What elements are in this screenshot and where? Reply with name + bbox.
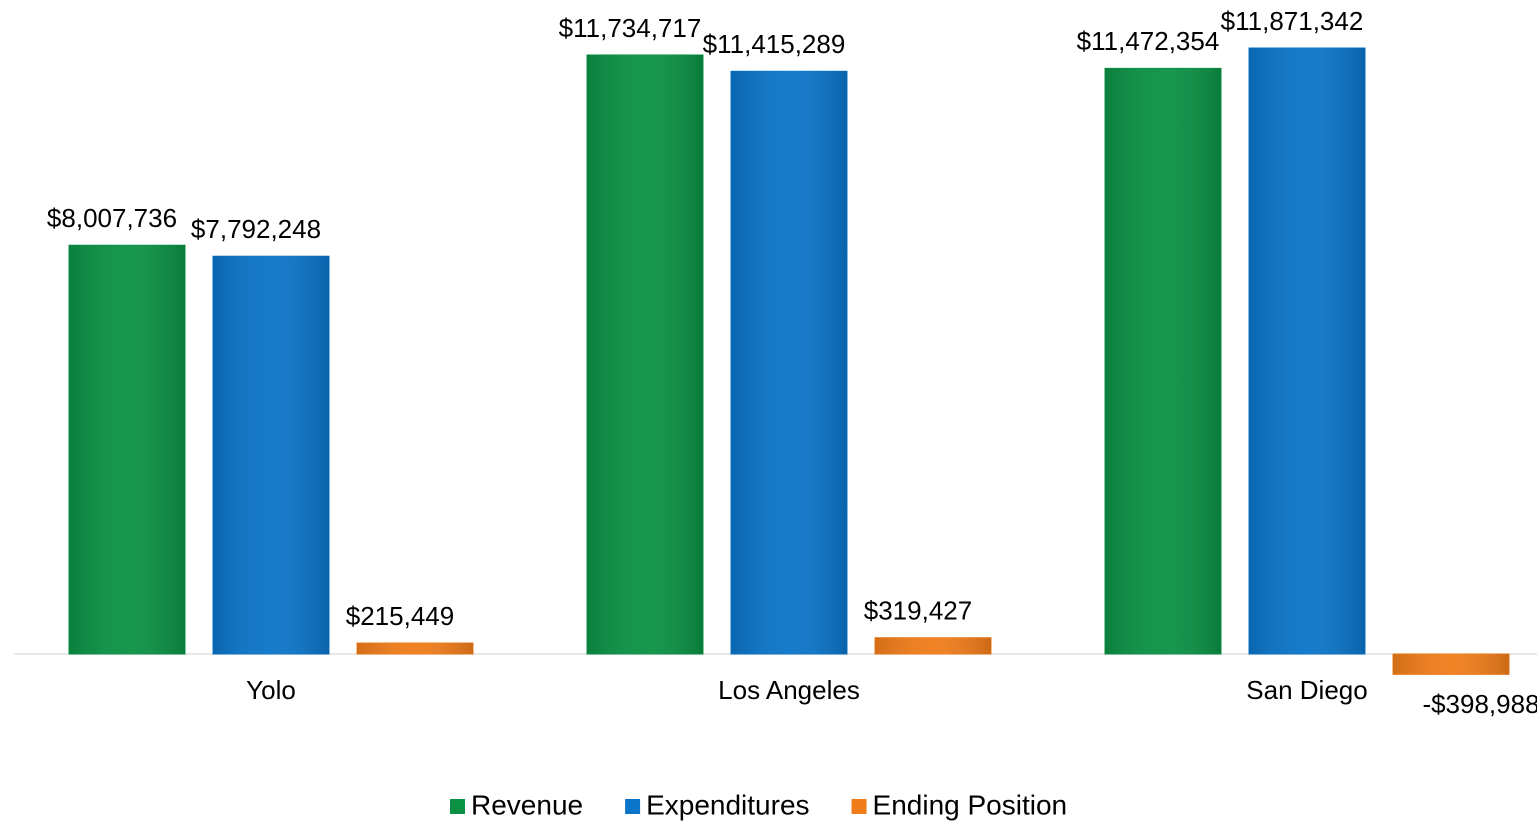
legend-swatch — [625, 799, 641, 814]
bar-shine — [1249, 48, 1365, 654]
data-label: $7,792,248 — [191, 214, 321, 244]
legend-swatch — [851, 799, 867, 814]
legend-label: Ending Position — [873, 789, 1068, 820]
bar-shine — [875, 637, 991, 654]
data-label: $8,007,736 — [47, 203, 177, 233]
x-tick-label: Yolo — [246, 675, 296, 705]
data-label: $11,415,289 — [703, 29, 846, 59]
data-label: $11,734,717 — [559, 13, 702, 43]
data-label: $319,427 — [864, 596, 972, 626]
data-label: $11,871,342 — [1221, 6, 1364, 36]
legend-swatch — [450, 799, 465, 814]
bar-shine — [213, 256, 329, 654]
data-label: $215,449 — [346, 601, 454, 631]
legend-label: Expenditures — [646, 789, 809, 820]
bar-shine — [587, 54, 703, 654]
legend-label: Revenue — [471, 789, 583, 820]
bar-shine — [1105, 68, 1221, 655]
x-tick-label: San Diego — [1246, 675, 1367, 705]
data-label: -$398,988 — [1422, 689, 1537, 719]
data-label: $11,472,354 — [1077, 26, 1220, 56]
bar-shine — [731, 71, 847, 654]
x-tick-label: Los Angeles — [718, 675, 860, 705]
bar-shine — [357, 643, 473, 654]
bar-shine — [69, 245, 185, 654]
bar-shine — [1393, 654, 1509, 675]
